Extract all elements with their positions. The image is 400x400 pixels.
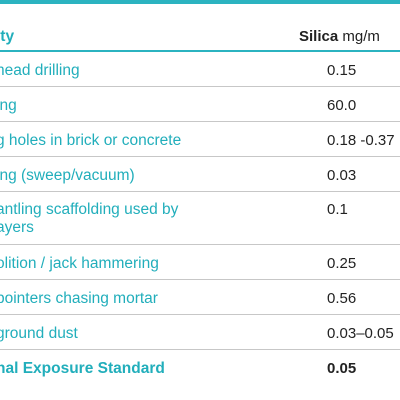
silica-value-cell: 0.03 (327, 167, 357, 184)
table-header-row: ity Silica mg/m (0, 4, 400, 52)
silica-value-cell: 0.1 (327, 201, 348, 218)
silica-value-cell: 0.56 (327, 290, 357, 307)
exposure-standard-value: 0.05 (327, 360, 357, 377)
silica-value-cell: 0.03–0.05 (327, 325, 394, 342)
silica-column-header: Silica mg/m (299, 28, 380, 46)
table-row: ing (sweep/vacuum) 0.03 (0, 157, 400, 192)
exposure-standard-label: nal Exposure Standard (0, 360, 165, 377)
table-row: ing 60.0 (0, 87, 400, 122)
activity-cell: g holes in brick or concrete (0, 132, 182, 149)
table-row: head drilling 0.15 (0, 52, 400, 87)
silica-value-cell: 0.18 -0.37 (327, 132, 395, 149)
silica-header-label: Silica (299, 28, 339, 45)
silica-value-cell: 0.15 (327, 62, 357, 79)
activity-cell: ground dust (0, 325, 78, 342)
activity-cell: antling scaffolding used by (0, 201, 179, 218)
activity-cell: pointers chasing mortar (0, 290, 158, 307)
table-row: pointers chasing mortar 0.56 (0, 280, 400, 315)
table-row: olition / jack hammering 0.25 (0, 245, 400, 280)
activity-cell: olition / jack hammering (0, 255, 159, 272)
silica-value-cell: 60.0 (327, 97, 357, 114)
table-row: ground dust 0.03–0.05 (0, 315, 400, 350)
activity-cell: head drilling (0, 62, 80, 79)
silica-exposure-table: ity Silica mg/m head drilling 0.15 ing 6… (0, 4, 400, 385)
table-row: g holes in brick or concrete 0.18 -0.37 (0, 122, 400, 157)
table-row: antling scaffolding used by ayers 0.1 (0, 192, 400, 245)
silica-value-cell: 0.25 (327, 255, 357, 272)
activity-cell: ing (sweep/vacuum) (0, 167, 135, 184)
activity-cell: ing (0, 97, 17, 114)
top-accent-bar (0, 0, 400, 4)
activity-cell-line2: ayers (0, 219, 34, 236)
activity-column-header: ity (0, 28, 15, 45)
exposure-standard-row: nal Exposure Standard 0.05 (0, 350, 400, 385)
silica-unit-label: mg/m (342, 28, 380, 45)
